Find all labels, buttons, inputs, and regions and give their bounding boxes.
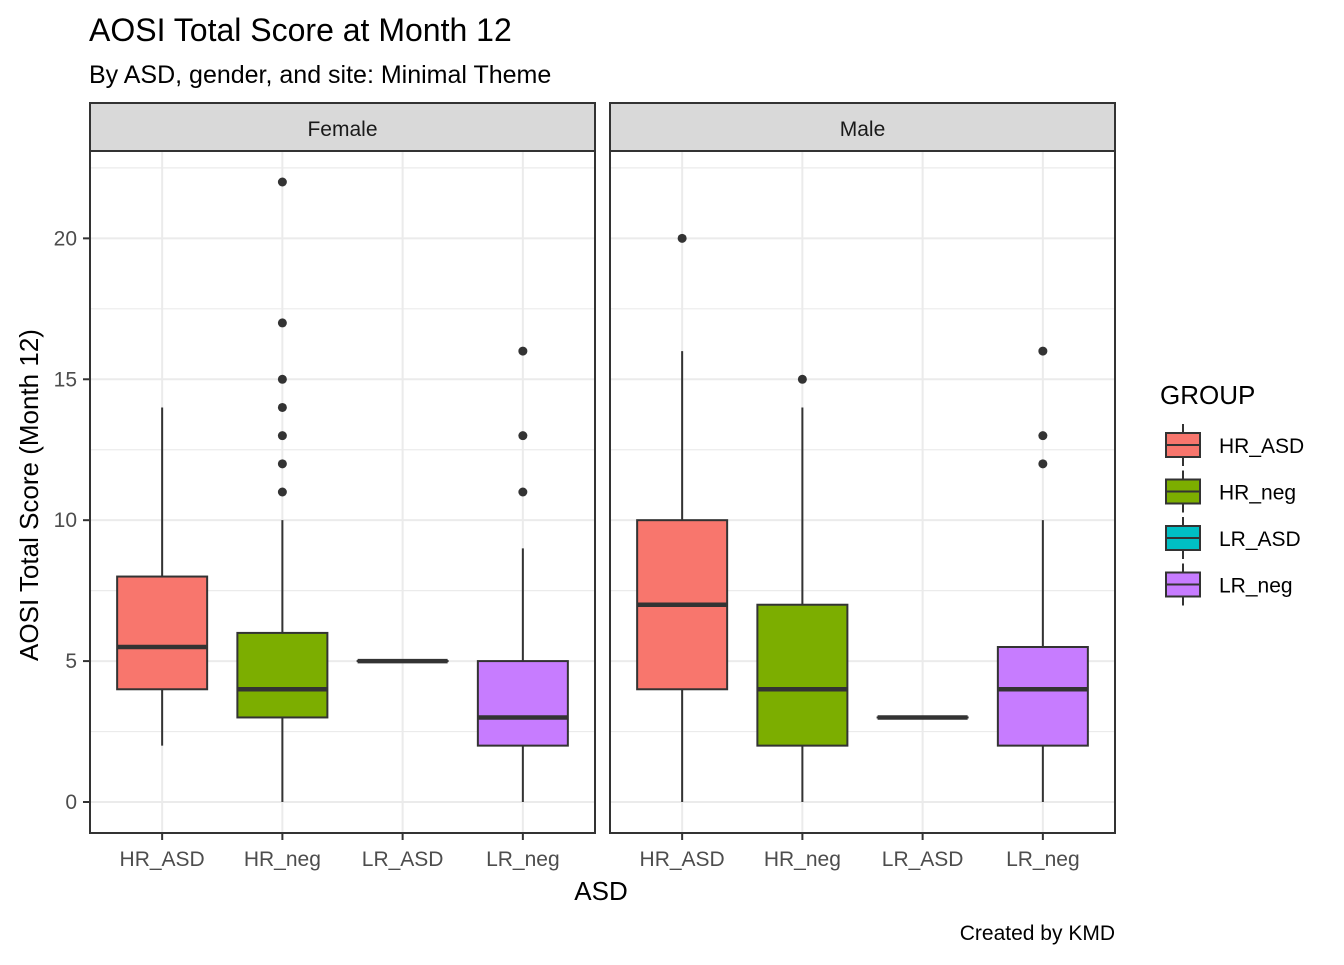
x-tick-label: LR_neg: [1006, 848, 1080, 871]
outlier-point: [518, 431, 527, 440]
x-axis-title: ASD: [574, 876, 627, 906]
chart-title: AOSI Total Score at Month 12: [89, 12, 512, 48]
outlier-point: [278, 375, 287, 384]
legend-item-label: HR_neg: [1219, 482, 1296, 505]
legend: GROUP HR_ASD HR_neg LR_ASD LR_neg: [1160, 380, 1304, 606]
y-axis-title: AOSI Total Score (Month 12): [14, 329, 44, 661]
y-tick-label: 15: [54, 368, 77, 391]
legend-title: GROUP: [1160, 380, 1255, 410]
y-tick-label: 5: [65, 650, 77, 673]
chart-subtitle: By ASD, gender, and site: Minimal Theme: [89, 61, 551, 89]
outlier-point: [278, 431, 287, 440]
outlier-point: [278, 318, 287, 327]
legend-item-label: LR_neg: [1219, 575, 1293, 598]
facet-panels: Female HR_ASD HR_neg LR_ASD LR_neg Male HR_ASD…: [90, 103, 1115, 871]
outlier-point: [278, 459, 287, 468]
outlier-point: [278, 178, 287, 187]
y-tick-label: 10: [54, 509, 77, 532]
box: [237, 633, 327, 718]
x-tick-label: HR_ASD: [640, 848, 725, 871]
chart-caption: Created by KMD: [960, 922, 1115, 945]
x-tick-label: LR_ASD: [362, 848, 444, 871]
x-tick-label: HR_neg: [244, 848, 321, 871]
facet-panel-female: Female HR_ASD HR_neg LR_ASD LR_neg: [90, 103, 595, 871]
outlier-point: [1038, 347, 1047, 356]
outlier-point: [518, 347, 527, 356]
boxplot-hr-neg: [757, 375, 847, 802]
box: [117, 577, 207, 690]
facet-strip-label: Male: [840, 118, 886, 141]
legend-item-label: LR_ASD: [1219, 528, 1301, 551]
outlier-point: [678, 234, 687, 243]
y-tick-label: 0: [65, 791, 77, 814]
outlier-point: [1038, 431, 1047, 440]
y-tick-label: 20: [54, 227, 77, 250]
facet-panel-male: Male HR_ASD HR_neg LR_ASD LR_neg: [610, 103, 1115, 871]
x-tick-label: HR_ASD: [120, 848, 205, 871]
outlier-point: [518, 488, 527, 497]
outlier-point: [1038, 459, 1047, 468]
outlier-point: [278, 403, 287, 412]
legend-item-lr-neg: LR_neg: [1166, 564, 1293, 606]
outlier-point: [798, 375, 807, 384]
box: [478, 661, 568, 746]
legend-item-lr-asd: LR_ASD: [1166, 517, 1301, 559]
x-tick-label: LR_neg: [486, 848, 560, 871]
x-tick-label: HR_neg: [764, 848, 841, 871]
legend-item-label: HR_ASD: [1219, 435, 1304, 458]
box: [998, 647, 1088, 746]
legend-item-hr-asd: HR_ASD: [1166, 424, 1304, 466]
legend-item-hr-neg: HR_neg: [1166, 471, 1296, 513]
y-axis: 0 5 10 15 20: [54, 227, 90, 814]
box: [757, 605, 847, 746]
outlier-point: [278, 488, 287, 497]
facet-strip-label: Female: [307, 118, 377, 141]
x-tick-label: LR_ASD: [882, 848, 964, 871]
boxplot-hr-asd: [117, 407, 207, 745]
